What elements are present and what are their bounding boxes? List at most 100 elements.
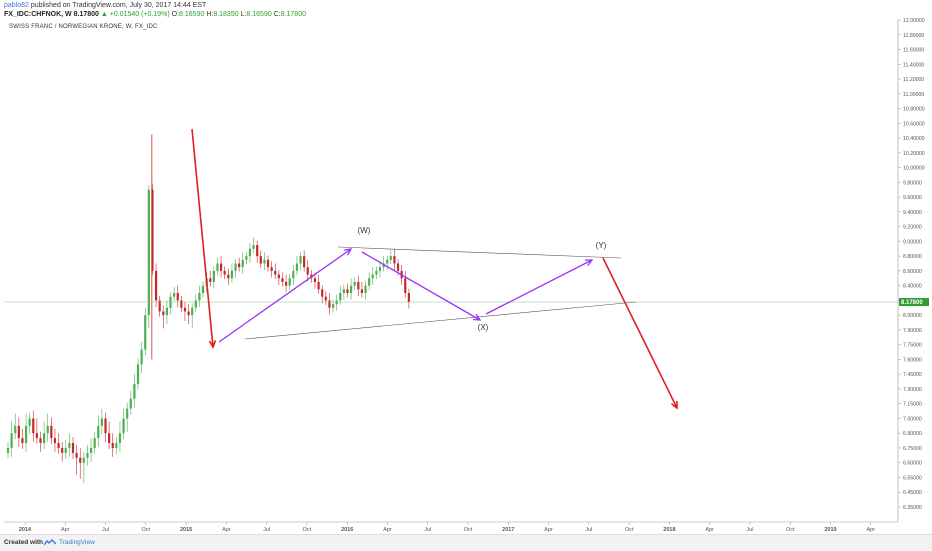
candle-body[interactable] [6, 447, 10, 453]
candle-body[interactable] [346, 289, 349, 294]
candle-body[interactable] [245, 256, 248, 260]
candle-body[interactable] [389, 256, 392, 260]
tradingview-brand[interactable]: TradingView [59, 539, 95, 546]
candle-body[interactable] [364, 285, 367, 294]
candle-body[interactable] [118, 433, 122, 444]
candle-body[interactable] [158, 300, 161, 312]
candle-body[interactable] [133, 384, 136, 399]
candle-body[interactable] [393, 256, 396, 264]
candle-body[interactable] [216, 263, 219, 271]
forecast-arrow-down[interactable] [602, 257, 678, 409]
candle-body[interactable] [368, 278, 371, 286]
candle-body[interactable] [230, 270, 234, 279]
candle-body[interactable] [252, 245, 255, 249]
candle-body[interactable] [165, 307, 169, 316]
candle-body[interactable] [227, 274, 230, 279]
candle-body[interactable] [162, 311, 165, 316]
candle-body[interactable] [223, 270, 226, 275]
candle-body[interactable] [126, 408, 129, 419]
candle-body[interactable] [313, 278, 317, 282]
candle-body[interactable] [259, 256, 262, 264]
candle-body[interactable] [382, 263, 385, 268]
drawing-overlays[interactable]: (W) (X) (Y) [4, 128, 898, 410]
candle-body[interactable] [14, 425, 17, 434]
candle-body[interactable] [371, 274, 374, 279]
candle-body[interactable] [317, 281, 320, 290]
candle-body[interactable] [292, 270, 295, 279]
candle-body[interactable] [43, 433, 46, 444]
candle-body[interactable] [100, 418, 103, 426]
candle-body[interactable] [375, 270, 378, 275]
candle-body[interactable] [122, 418, 125, 434]
candle-body[interactable] [404, 278, 407, 294]
wave-arrow-x[interactable] [361, 251, 481, 321]
candle-body[interactable] [53, 438, 57, 444]
candle-body[interactable] [234, 263, 237, 271]
candle-body[interactable] [136, 364, 140, 385]
candle-body[interactable] [270, 267, 273, 271]
tradingview-logo-icon[interactable] [44, 539, 56, 546]
candle-body[interactable] [360, 289, 364, 294]
candle-body[interactable] [97, 425, 100, 439]
candle-body[interactable] [180, 300, 183, 308]
candle-body[interactable] [154, 270, 158, 301]
candle-body[interactable] [61, 447, 64, 453]
candle-body[interactable] [35, 433, 38, 439]
candle-body[interactable] [144, 315, 147, 350]
candle-body[interactable] [378, 267, 382, 271]
candle-body[interactable] [407, 293, 410, 302]
candle-body[interactable] [46, 425, 49, 434]
candle-body[interactable] [277, 274, 280, 279]
candle-body[interactable] [303, 256, 306, 268]
candle-body[interactable] [353, 281, 356, 286]
candle-body[interactable] [191, 307, 194, 316]
candle-body[interactable] [219, 263, 223, 271]
candle-body[interactable] [17, 425, 20, 439]
forecast-arrow-drop[interactable] [191, 128, 214, 348]
candle-body[interactable] [64, 447, 67, 453]
candle-body[interactable] [68, 443, 71, 448]
candle-body[interactable] [173, 293, 176, 297]
candle-body[interactable] [183, 307, 187, 312]
candle-body[interactable] [147, 189, 150, 316]
candle-body[interactable] [331, 304, 335, 308]
candle-body[interactable] [24, 425, 28, 444]
candle-body[interactable] [75, 452, 78, 458]
lower-trendline[interactable] [244, 301, 637, 340]
candle-body[interactable] [342, 289, 345, 294]
candle-body[interactable] [386, 259, 389, 264]
candle-body[interactable] [82, 457, 85, 463]
symbol-label[interactable]: FX_IDC:CHFNOK, W [4, 11, 72, 18]
candle-body[interactable] [274, 270, 277, 275]
candle-body[interactable] [57, 443, 60, 448]
candle-body[interactable] [194, 300, 197, 308]
price-axis[interactable]: 12.00000 11.80000 11.60000 11.40000 11.20000… [897, 18, 929, 522]
candle-body[interactable] [39, 438, 42, 444]
candle-body[interactable] [209, 278, 212, 282]
candle-body[interactable] [79, 457, 82, 463]
time-axis[interactable]: 2014 Apr Jul Oct 2015 Apr Jul Oct 2016 Apr Jul Oct 2… [4, 521, 898, 533]
candle-body[interactable] [115, 443, 118, 448]
candle-body[interactable] [241, 259, 244, 268]
candle-body[interactable] [108, 433, 111, 444]
candle-body[interactable] [151, 189, 154, 271]
candle-body[interactable] [238, 263, 241, 268]
candle-body[interactable] [295, 263, 299, 271]
candle-body[interactable] [321, 289, 324, 297]
candle-body[interactable] [306, 267, 309, 275]
candle-body[interactable] [328, 300, 331, 308]
author-name[interactable]: pablo82 [4, 2, 29, 9]
candle-body[interactable] [357, 281, 360, 290]
upper-trendline[interactable] [337, 246, 622, 259]
candle-body[interactable] [129, 398, 132, 409]
candle-body[interactable] [256, 245, 259, 257]
candle-body[interactable] [187, 311, 190, 316]
candle-body[interactable] [339, 293, 342, 301]
candle-body[interactable] [111, 443, 114, 448]
candle-body[interactable] [349, 285, 353, 294]
candle-body[interactable] [140, 349, 143, 365]
candle-body[interactable] [288, 278, 291, 286]
candle-body[interactable] [86, 452, 89, 458]
candle-body[interactable] [21, 438, 24, 444]
